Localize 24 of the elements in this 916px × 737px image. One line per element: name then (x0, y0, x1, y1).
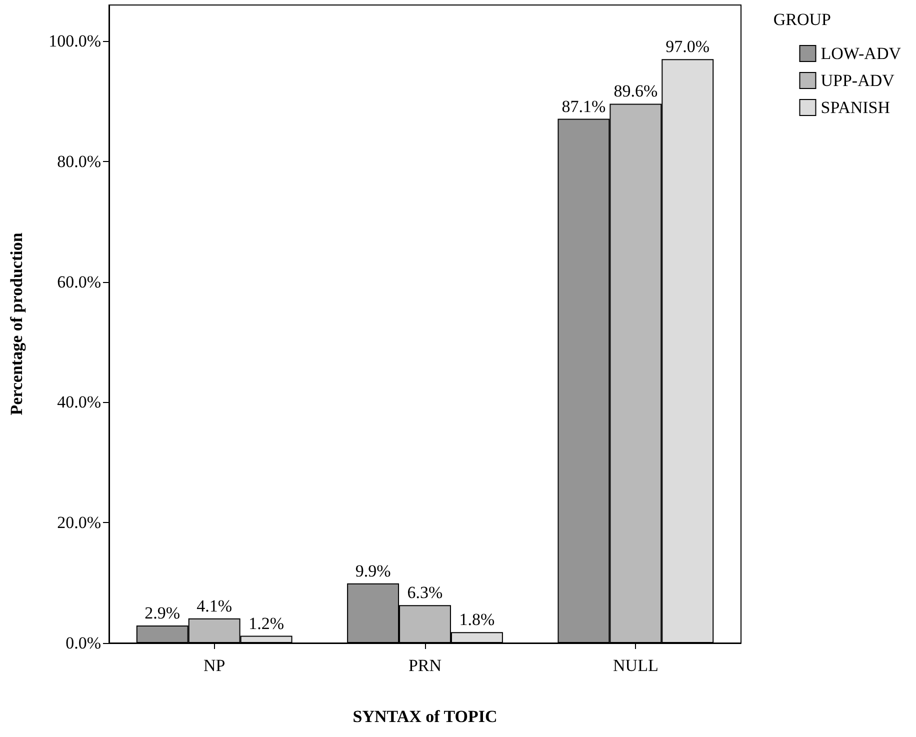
legend-label: SPANISH (820, 98, 890, 117)
y-tick-label: 40.0% (57, 392, 101, 412)
data-label: 97.0% (666, 37, 710, 56)
y-tick-label: 0.0% (66, 634, 101, 652)
y-tick-label: 60.0% (57, 272, 101, 292)
y-tick-label: 100.0% (48, 32, 101, 51)
data-label: 6.3% (407, 583, 443, 602)
x-tick-label: PRN (408, 656, 442, 675)
data-label: 87.1% (562, 96, 606, 116)
data-label: 89.6% (614, 82, 658, 101)
x-axis-title: SYNTAX of TOPIC (352, 707, 498, 726)
x-tick-label: NULL (613, 656, 658, 675)
data-label: 1.2% (248, 614, 284, 633)
y-tick-label: 80.0% (57, 152, 101, 171)
legend-title: GROUP (773, 10, 831, 29)
legend-label: UPP-ADV (820, 71, 896, 90)
x-tick-label: NP (203, 656, 226, 675)
data-label: 2.9% (144, 604, 180, 623)
data-label: 9.9% (355, 561, 391, 580)
legend-label: LOW-ADV (820, 44, 902, 63)
y-tick-label: 20.0% (57, 513, 101, 532)
y-axis-title: Percentage of production (7, 232, 26, 416)
data-label: 4.1% (196, 596, 232, 616)
data-label: 1.8% (459, 610, 495, 630)
